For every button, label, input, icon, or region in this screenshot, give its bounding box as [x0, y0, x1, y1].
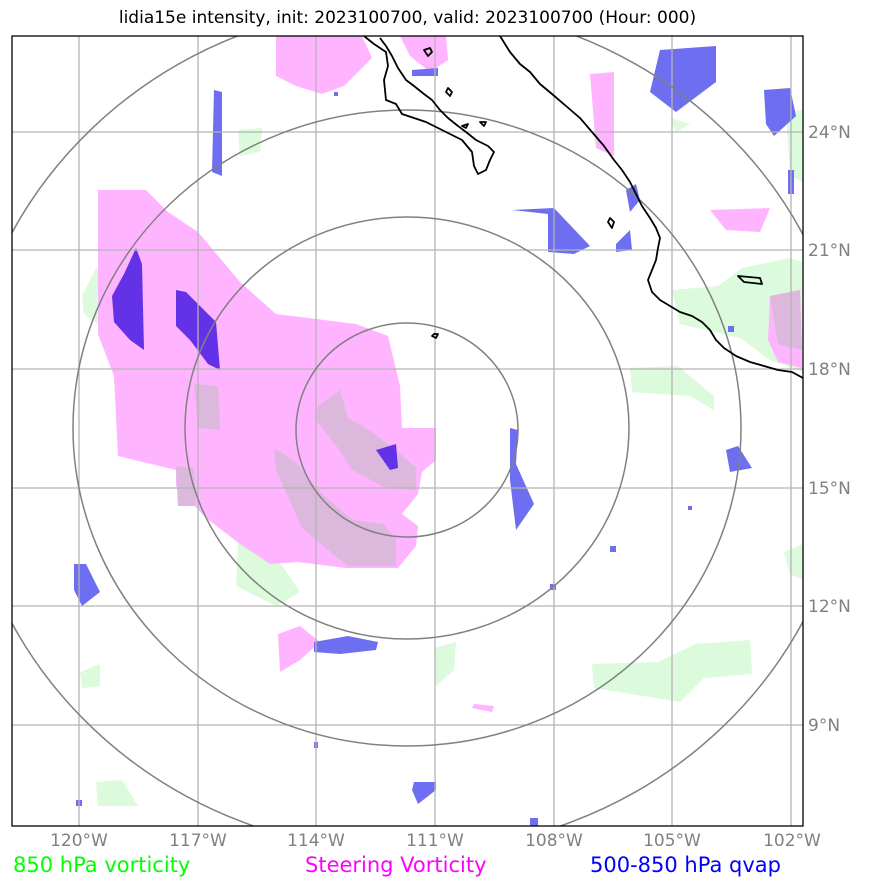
lat-tick-label: 18°N — [808, 360, 851, 380]
range-rings — [12, 36, 803, 826]
steering-vorticity-fields — [98, 36, 802, 712]
legend-vorticity-850: 850 hPa vorticity — [13, 853, 191, 877]
coastline — [363, 36, 803, 379]
lat-tick-label: 15°N — [808, 479, 851, 499]
graticule — [12, 36, 803, 826]
lon-tick-labels: 120°W 117°W 114°W 111°W 108°W 105°W 102°… — [50, 831, 821, 851]
plot-frame — [11, 35, 804, 827]
lat-tick-labels: 24°N 21°N 18°N 15°N 12°N 9°N — [808, 123, 851, 736]
legend-steering-vorticity: Steering Vorticity — [305, 853, 487, 877]
lat-tick-label: 12°N — [808, 597, 851, 617]
lon-tick-label: 111°W — [406, 831, 464, 851]
lon-tick-label: 108°W — [525, 831, 583, 851]
lat-tick-label: 9°N — [808, 716, 840, 736]
map-title: lidia15e intensity, init: 2023100700, va… — [118, 8, 697, 28]
lat-tick-label: 21°N — [808, 241, 851, 261]
lat-tick-label: 24°N — [808, 123, 851, 143]
lon-tick-label: 105°W — [643, 831, 701, 851]
lon-tick-label: 102°W — [763, 831, 821, 851]
lon-tick-label: 114°W — [287, 831, 345, 851]
lon-tick-label: 117°W — [169, 831, 227, 851]
lon-tick-label: 120°W — [50, 831, 108, 851]
legend-qvap: 500-850 hPa qvap — [590, 853, 781, 877]
